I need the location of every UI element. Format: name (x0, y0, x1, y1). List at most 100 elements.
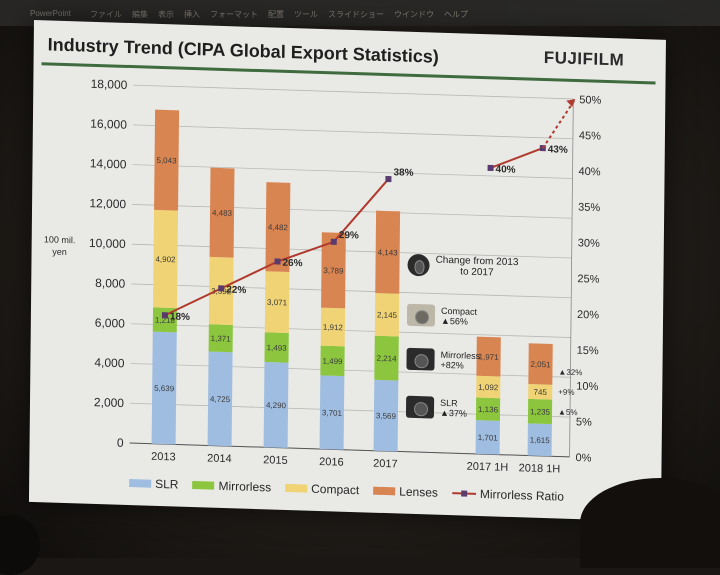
change-item-label: SLR ▲37% (439, 397, 467, 419)
change-item-label: Compact ▲56% (440, 305, 478, 327)
legend-swatch (285, 483, 308, 493)
ratio-marker (487, 164, 494, 172)
bar-segment-compact (320, 307, 346, 347)
bar-segment-slr (263, 361, 289, 448)
bar-segment-lenses (154, 109, 180, 211)
ratio-label: 22% (226, 285, 246, 297)
bar-segment-compact (374, 293, 400, 337)
app-menu-item: 配置 (268, 10, 284, 19)
data-label: 1,235 (530, 407, 551, 417)
gridline (131, 283, 572, 299)
data-label: 4,143 (378, 248, 399, 258)
mirrorless-camera-icon (406, 347, 435, 371)
bar-segment-compact (153, 209, 179, 309)
data-label: 4,483 (212, 208, 233, 218)
gridline (132, 204, 573, 219)
data-label: 1,493 (267, 343, 288, 353)
ratio-marker (330, 238, 337, 245)
change-item: Compact ▲56% (406, 303, 478, 328)
legend-label: Mirrorless Ratio (479, 487, 564, 504)
gridline (131, 243, 572, 259)
data-label: 3,569 (376, 411, 397, 421)
data-label: 1,615 (530, 436, 551, 446)
bar-segment-compact (528, 384, 553, 400)
data-label: 4,725 (210, 395, 231, 405)
y-tick-label: 14,000 (90, 156, 127, 171)
ratio-projection (541, 98, 577, 149)
legend-swatch (373, 486, 396, 496)
y-axis-label: yen (52, 247, 67, 257)
ratio-label: 29% (339, 230, 359, 242)
legend-item-slr: SLR (129, 476, 179, 492)
ratio-marker (385, 175, 392, 183)
app-menu-item: 編集 (132, 10, 148, 19)
bar-segment-mirrorless (527, 398, 553, 425)
y2-tick-label: 35% (578, 202, 600, 215)
data-label: 4,482 (268, 223, 289, 233)
legend-label: Lenses (399, 484, 438, 500)
bar-segment-lenses (321, 232, 346, 309)
data-label: 3,392 (211, 287, 232, 297)
data-label: 3,701 (322, 408, 343, 418)
change-item: Mirrorless +82% (406, 347, 480, 372)
y2-tick-label: 5% (576, 416, 592, 429)
data-label: 3,071 (267, 298, 288, 308)
gridline (132, 164, 573, 179)
y-tick-label: 8,000 (95, 276, 125, 291)
change-panel-heading: Change from 2013 to 2017 (407, 253, 519, 279)
app-name: PowerPoint (30, 9, 71, 18)
chart-legend: SLR Mirrorless Compact Lenses Mirrorless… (129, 475, 564, 505)
data-label: 5,043 (157, 156, 178, 166)
bar-segment-slr (319, 375, 345, 450)
bar-segment-compact (264, 271, 290, 334)
y2-tick-label: 20% (577, 309, 599, 322)
bar-segment-lenses (209, 167, 235, 258)
app-menu-item: ウインドウ (394, 10, 434, 19)
ratio-marker (161, 312, 168, 319)
bar-segment-mirrorless (320, 345, 345, 377)
bar-segment-slr (207, 351, 233, 447)
y2-tick-label: 50% (579, 94, 601, 107)
y2-tick-label: 40% (578, 166, 600, 179)
data-label: 1,092 (478, 383, 499, 393)
data-label: 4,290 (266, 401, 287, 411)
gridline (133, 84, 574, 100)
legend-label: SLR (155, 476, 179, 492)
data-label: 1,136 (478, 405, 499, 415)
data-label: 4,902 (155, 255, 176, 265)
legend-swatch (192, 481, 215, 490)
stacked-bar-chart: 0 2,000 4,000 6,000 8,000 10,000 12,000 14,000 1… (44, 77, 602, 476)
bar-segment-slr (527, 423, 552, 457)
y2-tick-label: 10% (576, 380, 598, 393)
ratio-marker (218, 285, 225, 292)
gridline (130, 323, 571, 338)
change-heading: Change from 2013 to 2017 (435, 254, 519, 279)
legend-item-lenses: Lenses (373, 484, 438, 500)
ratio-label: 26% (282, 258, 302, 270)
y2-tick-label: 0% (575, 452, 591, 465)
ratio-label: 43% (548, 144, 568, 156)
x-axis (129, 442, 570, 458)
change-annotation: ▲5% (558, 407, 578, 417)
ratio-label: 40% (496, 164, 516, 176)
slr-camera-icon (405, 395, 435, 419)
data-label: 2,051 (530, 360, 551, 370)
data-label: 745 (534, 388, 548, 397)
change-annotation: +9% (558, 387, 574, 397)
bar-segment-mirrorless (152, 307, 178, 333)
gridline (132, 124, 573, 140)
y-tick-label: 10,000 (89, 236, 126, 251)
bar-segment-slr (151, 331, 177, 445)
x-tick-label: 2017 (373, 458, 398, 471)
y-tick-label: 0 (117, 436, 124, 450)
bar-segment-mirrorless (374, 335, 399, 381)
legend-swatch (129, 479, 152, 488)
data-label: 3,789 (323, 266, 344, 276)
y-tick-label: 16,000 (90, 117, 127, 132)
data-label: 2,145 (377, 310, 398, 320)
data-label: 1,912 (323, 323, 344, 333)
bar-segment-mirrorless (475, 397, 501, 421)
data-label: 1,701 (478, 433, 499, 443)
y2-tick-label: 25% (577, 273, 599, 286)
y2-tick-label: 45% (579, 130, 601, 143)
